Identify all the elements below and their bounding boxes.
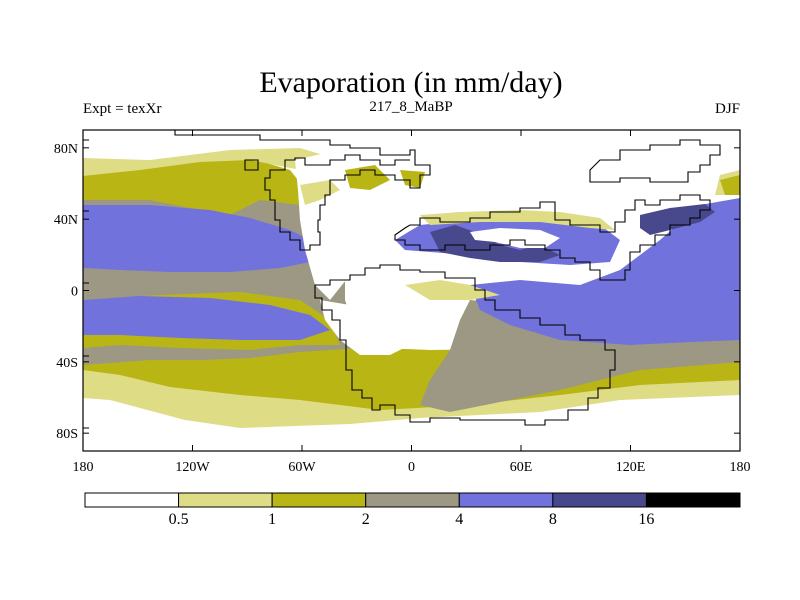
experiment-label: Expt = texXr bbox=[83, 101, 161, 117]
map-title: Evaporation (in mm/day) bbox=[259, 66, 562, 99]
lon-tick-label: 180 bbox=[730, 460, 751, 475]
colorbar-level-label: 0.5 bbox=[169, 511, 189, 528]
colorbar-box bbox=[458, 492, 554, 508]
colorbar-level-label: 2 bbox=[362, 511, 370, 528]
colorbar-box bbox=[84, 492, 180, 508]
lon-tick-label: 0 bbox=[408, 460, 415, 475]
season-label: DJF bbox=[715, 101, 740, 117]
latitude-axis: 80N 40N 0 40S 80S bbox=[54, 142, 740, 442]
contour-land-dry-tethys bbox=[470, 228, 560, 248]
lon-tick-label: 60E bbox=[510, 460, 533, 475]
lon-tick-label: 60W bbox=[288, 460, 316, 475]
map-panel bbox=[83, 130, 740, 451]
lon-tick-label: 180 bbox=[73, 460, 94, 475]
colorbar-level-label: 8 bbox=[549, 511, 557, 528]
lat-tick-label: 0 bbox=[71, 285, 78, 300]
period-label: 217_8_MaBP bbox=[369, 99, 452, 115]
colorbar-box bbox=[552, 492, 647, 508]
contour-band-north-light bbox=[83, 148, 340, 176]
lat-tick-label: 80S bbox=[56, 427, 78, 442]
contour-band-south-pacific-blue bbox=[83, 296, 330, 340]
lat-tick-label: 40N bbox=[54, 213, 78, 228]
colorbar-level-label: 1 bbox=[268, 511, 276, 528]
lon-tick-label: 120E bbox=[616, 460, 646, 475]
colorbar-box bbox=[365, 492, 460, 508]
colorbar-box bbox=[178, 492, 273, 508]
contour-band-north-pacific-blue bbox=[83, 205, 320, 272]
lon-tick-label: 120W bbox=[175, 460, 210, 475]
lat-tick-label: 40S bbox=[56, 356, 78, 371]
contour-land-dry-south bbox=[320, 300, 415, 355]
colorbar-level-label: 4 bbox=[455, 511, 463, 528]
colorbar-box bbox=[645, 492, 741, 508]
lat-tick-label: 80N bbox=[54, 142, 78, 157]
coastline-outline bbox=[174, 130, 721, 426]
contour-band-tropical-olive-north bbox=[83, 158, 310, 215]
contour-band-indo-pacific-blue bbox=[470, 198, 740, 345]
colorbar-box bbox=[271, 492, 367, 508]
colorbar-level-label: 16 bbox=[638, 511, 654, 528]
contour-core-northwest-pacific-dark bbox=[640, 204, 715, 235]
contour-core-tethys-dark bbox=[430, 225, 560, 262]
longitude-axis: 180 120W 60W 0 60E 120E 180 bbox=[73, 130, 751, 475]
colorbar-legend: 0.5 1 2 4 8 16 bbox=[84, 492, 741, 528]
evaporation-contours bbox=[83, 148, 740, 428]
grid-lines bbox=[83, 139, 89, 429]
